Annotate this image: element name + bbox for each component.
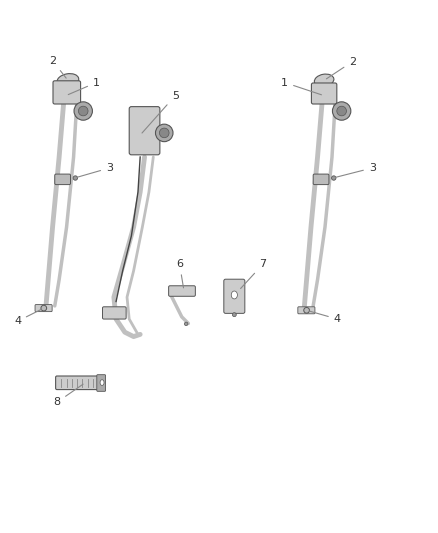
Ellipse shape [155,124,173,142]
Ellipse shape [74,102,92,120]
Text: 8: 8 [53,384,83,407]
FancyBboxPatch shape [102,307,126,319]
Ellipse shape [332,102,351,120]
Ellipse shape [78,106,88,116]
FancyBboxPatch shape [55,174,71,184]
FancyBboxPatch shape [97,375,106,391]
FancyBboxPatch shape [129,107,160,155]
Text: 4: 4 [309,311,341,324]
Text: 1: 1 [281,77,321,95]
FancyBboxPatch shape [169,286,195,296]
Text: 3: 3 [336,163,376,177]
Ellipse shape [100,379,104,385]
FancyBboxPatch shape [298,307,315,314]
Ellipse shape [332,176,336,180]
Text: 5: 5 [142,91,179,133]
Ellipse shape [304,308,309,313]
FancyBboxPatch shape [56,376,102,390]
Ellipse shape [314,74,334,87]
FancyBboxPatch shape [35,304,52,312]
FancyBboxPatch shape [53,81,81,104]
Ellipse shape [57,74,79,87]
Text: 7: 7 [240,260,266,288]
Text: 4: 4 [14,309,41,326]
Ellipse shape [337,106,346,116]
Ellipse shape [41,305,47,311]
Ellipse shape [73,176,78,180]
Text: 3: 3 [77,163,113,177]
Ellipse shape [184,322,188,326]
FancyBboxPatch shape [313,174,329,184]
Text: 2: 2 [326,56,356,79]
Ellipse shape [231,291,237,299]
FancyBboxPatch shape [224,279,245,313]
Ellipse shape [232,313,237,317]
Text: 1: 1 [68,77,100,94]
Text: 6: 6 [176,260,184,288]
Text: 2: 2 [49,55,66,78]
Ellipse shape [159,128,169,138]
FancyBboxPatch shape [311,83,337,104]
